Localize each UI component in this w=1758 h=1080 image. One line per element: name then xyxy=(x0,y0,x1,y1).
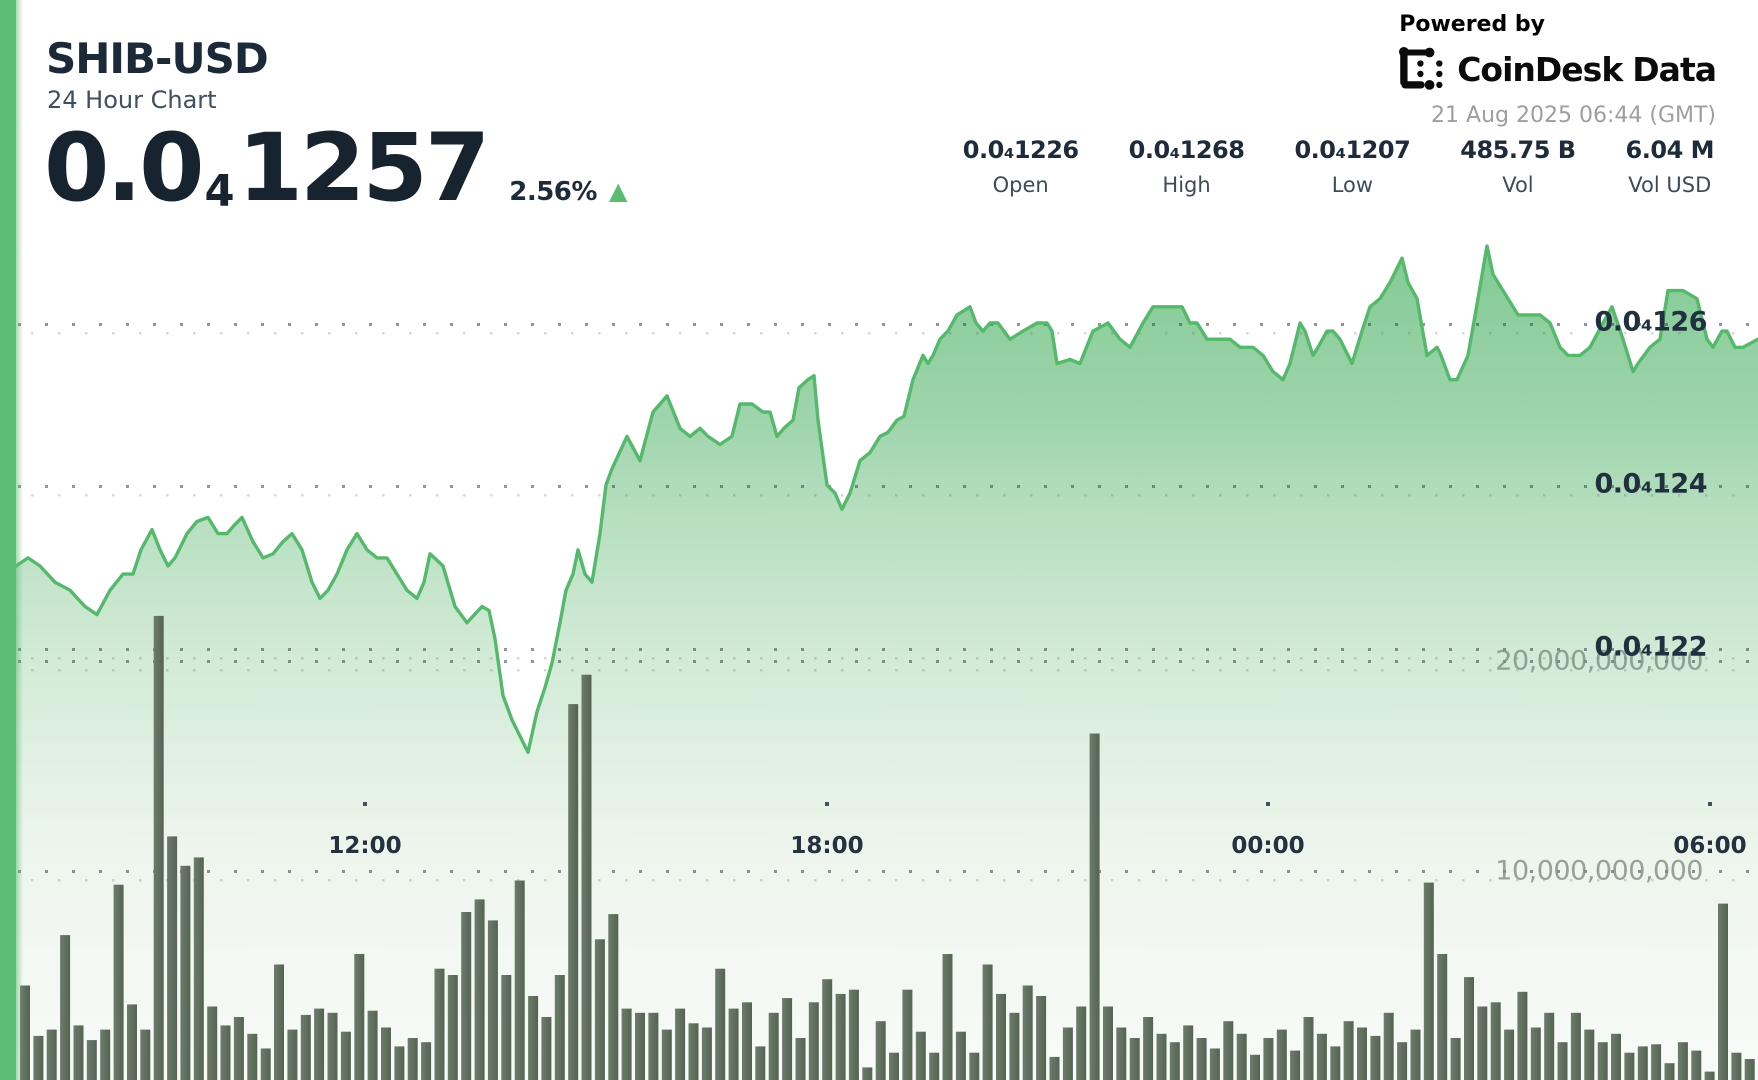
powered-by-block: Powered by CoinDesk Data 21 xyxy=(1399,12,1717,128)
current-price-row: 0.041257 2.56% ▲ xyxy=(44,122,627,216)
stat-vol: 485.75 B Vol xyxy=(1460,136,1576,197)
coindesk-logo-icon xyxy=(1399,47,1443,90)
stat-vol-value: 485.75 B xyxy=(1460,136,1576,164)
powered-by-label: Powered by xyxy=(1399,12,1545,37)
time-tick-00 xyxy=(1266,802,1270,806)
volume-bars xyxy=(20,615,1755,1080)
stat-high: 0.0₄1268 High xyxy=(1129,136,1245,197)
time-tick-18 xyxy=(825,802,829,806)
stat-low-label: Low xyxy=(1331,173,1374,197)
stat-open-label: Open xyxy=(992,173,1049,197)
stat-vol-label: Vol xyxy=(1502,173,1534,197)
current-price: 0.041257 xyxy=(44,122,490,218)
time-tick-12 xyxy=(363,802,367,806)
time-tick-06 xyxy=(1708,802,1712,806)
stat-low: 0.0₄1207 Low xyxy=(1294,136,1410,197)
ohlc-stats-row: 0.0₄1226 Open 0.0₄1268 High 0.0₄1207 Low… xyxy=(963,136,1715,197)
change-percent: 2.56% xyxy=(509,177,597,207)
time-label-06: 06:00 xyxy=(1673,833,1747,859)
stat-vol-usd: 6.04 M Vol USD xyxy=(1625,136,1715,197)
stat-high-value: 0.0₄1268 xyxy=(1128,136,1245,164)
chart-timestamp: 21 Aug 2025 06:44 (GMT) xyxy=(1431,103,1716,128)
stat-vol-usd-value: 6.04 M xyxy=(1625,136,1715,164)
volume-axis-label-10b: 10,000,000,000 xyxy=(1495,855,1703,887)
time-label-12: 12:00 xyxy=(328,833,402,859)
chart-subtitle: 24 Hour Chart xyxy=(47,86,217,114)
stat-open-value: 0.0₄1226 xyxy=(962,136,1079,164)
time-label-00: 00:00 xyxy=(1231,833,1305,859)
price-axis-label-122: 0.0₄122 xyxy=(1594,631,1707,663)
price-subscript: 4 xyxy=(204,167,235,218)
brand-data: Data xyxy=(1632,49,1717,89)
page-title-symbol: SHIB-USD xyxy=(46,34,269,83)
brand-coindesk: CoinDesk xyxy=(1457,49,1623,89)
stat-vol-usd-label: Vol USD xyxy=(1628,173,1712,197)
price-prefix: 0.0 xyxy=(44,114,205,223)
coindesk-brand: CoinDesk Data xyxy=(1399,47,1717,91)
time-label-18: 18:00 xyxy=(790,833,864,859)
price-digits: 1257 xyxy=(237,114,491,223)
price-axis-label-124: 0.0₄124 xyxy=(1594,468,1707,500)
stat-low-value: 0.0₄1207 xyxy=(1294,136,1411,164)
stat-open: 0.0₄1226 Open xyxy=(963,136,1079,197)
price-axis-label-126: 0.0₄126 xyxy=(1594,306,1707,338)
price-line xyxy=(14,244,1758,754)
coindesk-brand-text: CoinDesk Data xyxy=(1457,49,1717,89)
up-triangle-icon: ▲ xyxy=(608,177,628,205)
left-accent-bar xyxy=(0,0,23,1080)
stat-high-label: High xyxy=(1162,173,1211,197)
